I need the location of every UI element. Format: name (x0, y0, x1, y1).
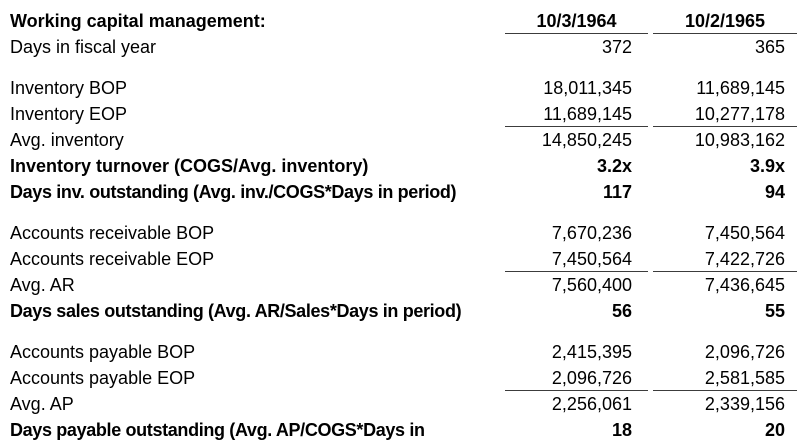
value-1964: 7,670,236 (551, 223, 632, 243)
value-1965: 3.9x (749, 156, 785, 176)
working-capital-spreadsheet: Working capital management: 10/3/1964 10… (10, 8, 797, 443)
table-row-accounts-receivable-bop: Accounts receivable BOP 7,670,236 7,450,… (10, 220, 790, 246)
table-row-avg-ar: Avg. AR 7,560,400 7,436,645 (10, 272, 790, 298)
value-1964: 11,689,145 (505, 101, 648, 127)
row-label: Avg. AR (10, 275, 75, 295)
table-row-days-in-fiscal-year: Days in fiscal year 372 365 (10, 34, 790, 60)
value-1965: 55 (764, 301, 785, 321)
table-row-inventory-bop: Inventory BOP 18,011,345 11,689,145 (10, 75, 790, 101)
row-label: Days payable outstanding (Avg. AP/COGS*D… (10, 420, 425, 440)
value-1964: 7,560,400 (551, 275, 632, 295)
row-label: Accounts receivable BOP (10, 223, 215, 243)
value-1964: 3.2x (596, 156, 632, 176)
value-1964: 372 (601, 37, 632, 57)
table-row-days-payable-outstanding: Days payable outstanding (Avg. AP/COGS*D… (10, 417, 790, 443)
table-row-avg-inventory: Avg. inventory 14,850,245 10,983,162 (10, 127, 790, 153)
value-1965: 365 (754, 37, 785, 57)
value-1964: 7,450,564 (505, 246, 648, 272)
section-gap (10, 324, 790, 339)
value-1965: 10,983,162 (694, 130, 785, 150)
section-gap (10, 60, 790, 75)
table-row-inventory-eop: Inventory EOP 11,689,145 10,277,178 (10, 101, 797, 127)
table-row-accounts-payable-eop: Accounts payable EOP 2,096,726 2,581,585 (10, 365, 797, 391)
row-label: Avg. inventory (10, 130, 124, 150)
value-1964: 117 (602, 182, 632, 202)
value-1964: 2,415,395 (551, 342, 632, 362)
row-label: Days in fiscal year (10, 37, 157, 57)
header-row: Working capital management: 10/3/1964 10… (10, 8, 797, 34)
table-row-accounts-receivable-eop: Accounts receivable EOP 7,450,564 7,422,… (10, 246, 797, 272)
col-header-1965: 10/2/1965 (653, 8, 797, 34)
value-1965: 7,450,564 (704, 223, 785, 243)
value-1964: 56 (611, 301, 632, 321)
row-label: Inventory EOP (10, 104, 128, 124)
row-label: Days sales outstanding (Avg. AR/Sales*Da… (10, 301, 462, 321)
value-1965: 7,436,645 (704, 275, 785, 295)
value-1964: 18,011,345 (543, 78, 632, 98)
table-row-accounts-payable-bop: Accounts payable BOP 2,415,395 2,096,726 (10, 339, 790, 365)
row-label: Accounts payable EOP (10, 368, 196, 388)
value-1965: 2,339,156 (704, 394, 785, 414)
value-1965: 94 (764, 182, 785, 202)
value-1965: 11,689,145 (696, 78, 785, 98)
value-1965: 7,422,726 (653, 246, 797, 272)
value-1964: 18 (611, 420, 632, 440)
row-label: Accounts receivable EOP (10, 249, 215, 269)
value-1965: 2,096,726 (704, 342, 785, 362)
value-1964: 14,850,245 (541, 130, 632, 150)
value-1965: 20 (764, 420, 785, 440)
table-row-days-sales-outstanding: Days sales outstanding (Avg. AR/Sales*Da… (10, 298, 790, 324)
table-title: Working capital management: (10, 11, 266, 31)
section-gap (10, 205, 790, 220)
table-row-days-inventory-outstanding: Days inv. outstanding (Avg. inv./COGS*Da… (10, 179, 790, 205)
row-label: Inventory BOP (10, 78, 128, 98)
value-1965: 2,581,585 (653, 365, 797, 391)
col-header-1964: 10/3/1964 (505, 8, 648, 34)
row-label: Accounts payable BOP (10, 342, 196, 362)
table-row-avg-ap: Avg. AP 2,256,061 2,339,156 (10, 391, 790, 417)
row-label: Inventory turnover (COGS/Avg. inventory) (10, 156, 369, 176)
value-1964: 2,096,726 (505, 365, 648, 391)
row-label: Days inv. outstanding (Avg. inv./COGS*Da… (10, 182, 457, 202)
value-1965: 10,277,178 (653, 101, 797, 127)
row-label: Avg. AP (10, 394, 74, 414)
table-row-inventory-turnover: Inventory turnover (COGS/Avg. inventory)… (10, 153, 790, 179)
value-1964: 2,256,061 (551, 394, 632, 414)
